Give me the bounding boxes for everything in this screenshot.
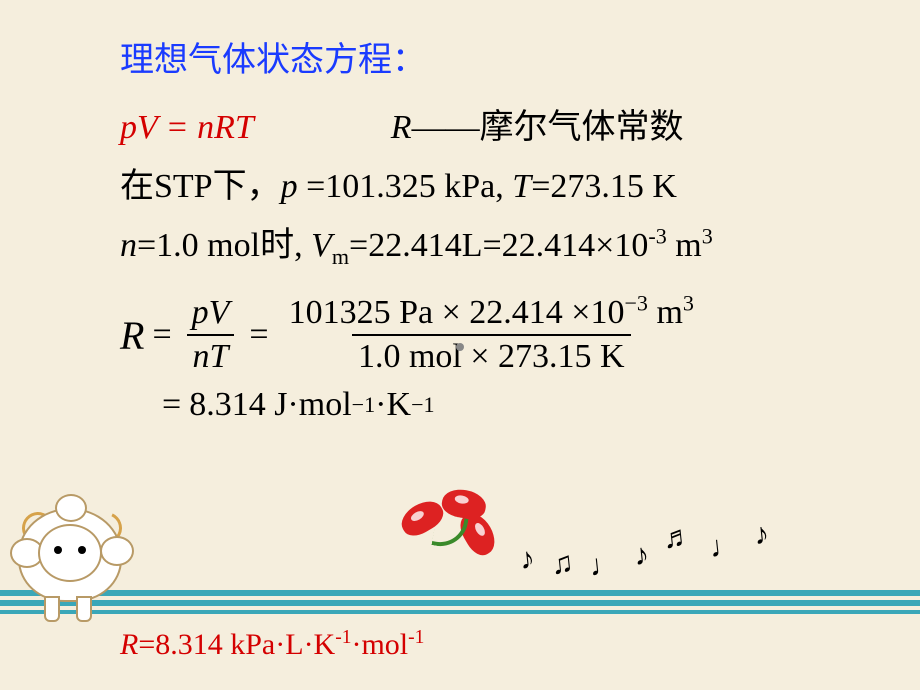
- slide-title: 理想气体状态方程：: [120, 32, 860, 81]
- note-icon: ♩: [588, 547, 625, 583]
- frac2-num-b-exp: 3: [683, 291, 694, 316]
- fraction-numeric: 101325 Pa × 22.414 ×10−3 m3 1.0 mol × 27…: [283, 294, 700, 376]
- dot-1: ·: [287, 386, 298, 424]
- n-symbol: n: [120, 227, 137, 264]
- sheep-wool: [55, 494, 87, 522]
- n-suffix: 时,: [260, 227, 311, 264]
- equals-1: =: [152, 316, 171, 354]
- equation-line: pV = nRT R——摩尔气体常数: [120, 99, 860, 148]
- slide: 理想气体状态方程： pV = nRT R——摩尔气体常数 在STP下，p =10…: [0, 0, 920, 690]
- note-icon: ♬: [661, 519, 698, 555]
- pointer-dot-icon: [456, 343, 464, 351]
- vm-exp: -3: [648, 224, 666, 249]
- flower-icon: [390, 480, 510, 570]
- note-icon: ♪: [518, 541, 540, 576]
- frac1-den: nT: [187, 334, 235, 376]
- stp-line: 在STP下，p =101.325 kPa, T=273.15 K: [120, 158, 860, 207]
- vm-unit-exp: 3: [702, 224, 713, 249]
- result-mid: ·mol: [351, 628, 408, 661]
- sheep-leg: [44, 596, 60, 622]
- sheep-icon: [0, 478, 140, 628]
- frac2-num-b: m: [648, 294, 683, 331]
- equals-2: =: [249, 316, 268, 354]
- note-icon: ♩: [708, 528, 745, 564]
- petal-shine: [409, 509, 425, 523]
- sheep-eye: [54, 546, 62, 554]
- ideal-gas-equation: pV = nRT: [120, 109, 254, 146]
- unit-k: K: [387, 386, 412, 424]
- result-r: R: [120, 628, 138, 661]
- t-symbol: T: [512, 168, 531, 205]
- p-value: =101.325 kPa,: [298, 168, 513, 205]
- sheep-eye: [78, 546, 86, 554]
- vm-value: =22.414L=22.414×10: [349, 227, 648, 264]
- frac2-num-a: 101325 Pa × 22.414 ×10: [289, 294, 625, 331]
- sheep-leg: [76, 596, 92, 622]
- result-line: R=8.314 kPa·L·K-1·mol-1: [120, 628, 424, 662]
- note-icon: ♪: [752, 517, 774, 552]
- r-lhs: R: [120, 312, 144, 359]
- flower-stem: [431, 513, 468, 550]
- fraction-pv-nt: pV nT: [186, 294, 236, 376]
- music-notes: ♪ ♫ ♩ ♪ ♬ ♩ ♪: [519, 525, 776, 585]
- unit-mol: mol: [299, 386, 352, 424]
- derivation-row-2: = 8.314 J · mol−1 · K−1: [154, 386, 860, 424]
- r-symbol: R: [391, 109, 412, 146]
- petal-shine: [473, 521, 487, 537]
- t-value: =273.15 K: [531, 168, 677, 205]
- note-icon: ♫: [549, 545, 579, 581]
- dash: ——: [412, 109, 480, 146]
- dot-2: ·: [375, 386, 386, 424]
- sheep-face: [38, 524, 102, 582]
- r-description: 摩尔气体常数: [480, 109, 684, 146]
- sheep-wool: [100, 536, 134, 566]
- vm-subscript: m: [332, 244, 349, 269]
- frac1-num: pV: [186, 294, 236, 334]
- result-e1: -1: [335, 627, 351, 648]
- frac2-num: 101325 Pa × 22.414 ×10−3 m3: [283, 294, 700, 334]
- p-symbol: p: [281, 168, 298, 205]
- vm-unit: m: [667, 227, 702, 264]
- result-e2: -1: [408, 627, 424, 648]
- note-icon: ♪: [632, 537, 654, 572]
- frac2-den: 1.0 mol × 273.15 K: [352, 334, 631, 376]
- n-line: n=1.0 mol时, Vm=22.414L=22.414×10-3 m3: [120, 217, 860, 266]
- r-value: 8.314 J: [189, 386, 287, 424]
- derivation-row-1: R = pV nT = 101325 Pa × 22.414 ×10−3 m3 …: [120, 294, 860, 376]
- frac2-num-exp: −3: [624, 291, 648, 316]
- equals-3: =: [162, 386, 181, 424]
- petal-shine: [454, 494, 469, 504]
- result-val: =8.314 kPa·L·K: [138, 628, 335, 661]
- n-value: =1.0 mol: [137, 227, 260, 264]
- vm-symbol: V: [311, 227, 332, 264]
- stp-prefix: 在STP下，: [120, 168, 281, 205]
